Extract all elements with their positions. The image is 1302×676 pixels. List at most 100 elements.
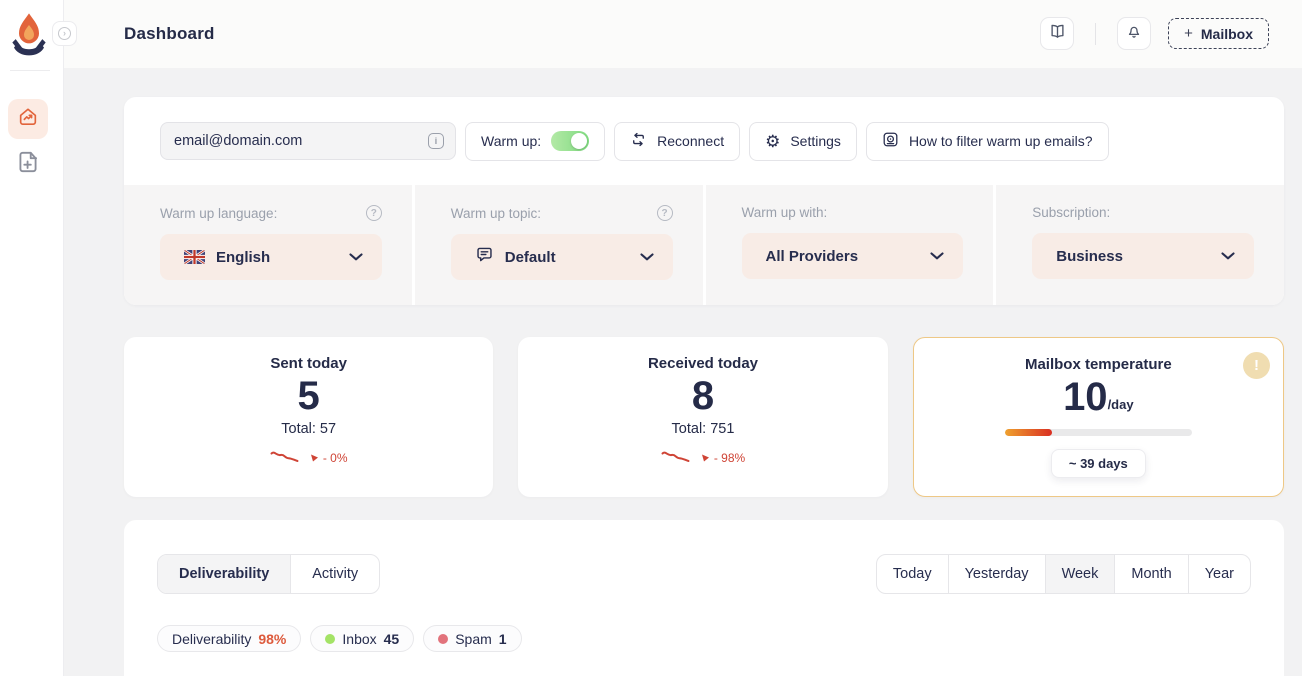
tab-deliverability[interactable]: Deliverability bbox=[158, 555, 292, 593]
sent-today-title: Sent today bbox=[270, 355, 347, 372]
sent-today-card: Sent today 5 Total: 57 - 0% bbox=[124, 337, 494, 497]
chat-bubble-icon bbox=[475, 245, 494, 269]
inbox-dot-icon bbox=[325, 633, 336, 644]
arrow-down-right-icon bbox=[310, 451, 319, 465]
page-title: Dashboard bbox=[124, 24, 215, 43]
language-dropdown[interactable]: English bbox=[160, 234, 382, 280]
campfire-logo bbox=[9, 11, 49, 59]
sidebar: › bbox=[0, 0, 77, 676]
mailbox-controls-card: i Warm up: Reconnect ⚙ Se bbox=[124, 97, 1284, 305]
setting-subscription: Subscription: Business bbox=[996, 185, 1284, 305]
warning-icon[interactable]: ! bbox=[1242, 352, 1270, 379]
header-divider bbox=[1095, 22, 1097, 45]
email-field-wrap: i bbox=[160, 122, 456, 160]
chevron-down-icon bbox=[1221, 247, 1235, 265]
book-icon bbox=[1048, 22, 1067, 46]
received-today-title: Received today bbox=[647, 355, 759, 372]
inbox-chip[interactable]: Inbox 45 bbox=[310, 625, 415, 652]
sent-today-value: 5 bbox=[297, 374, 320, 418]
settings-label: Settings bbox=[790, 133, 841, 149]
warm-up-topic-label: Warm up topic: bbox=[450, 205, 542, 221]
legend-chips: Deliverability 98% Inbox 45 Spam 1 bbox=[157, 625, 1251, 652]
received-today-total: Total: 751 bbox=[671, 421, 735, 437]
report-tabs: Deliverability Activity bbox=[157, 554, 381, 594]
warm-up-language-label: Warm up language: bbox=[160, 205, 278, 221]
filter-help-button[interactable]: How to filter warm up emails? bbox=[865, 121, 1109, 161]
spam-chip-label: Spam bbox=[455, 630, 492, 647]
setting-warm-up-topic: Warm up topic: ? Default bbox=[414, 185, 703, 305]
main-content: i Warm up: Reconnect ⚙ Se bbox=[64, 68, 1302, 676]
tab-activity[interactable]: Activity bbox=[312, 566, 359, 582]
sparkline-down-icon bbox=[270, 448, 306, 467]
received-trend-value: - 98% bbox=[713, 450, 746, 465]
filter-help-label: How to filter warm up emails? bbox=[908, 133, 1093, 149]
subscription-dropdown[interactable]: Business bbox=[1032, 233, 1254, 279]
email-field[interactable] bbox=[174, 133, 428, 149]
temperature-value: 10 bbox=[1063, 375, 1108, 419]
language-value: English bbox=[216, 248, 271, 266]
uk-flag-icon bbox=[184, 250, 205, 264]
notifications-button[interactable] bbox=[1117, 17, 1152, 50]
add-mailbox-label: Mailbox bbox=[1200, 25, 1253, 42]
chevron-right-icon: › bbox=[58, 27, 71, 40]
info-icon[interactable]: i bbox=[428, 133, 444, 149]
sparkline-down-icon bbox=[661, 448, 697, 467]
reconnect-icon bbox=[630, 131, 647, 151]
sidebar-item-dashboard[interactable] bbox=[8, 99, 48, 139]
warmup-settings-row: Warm up language: ? English bbox=[124, 185, 1284, 305]
topic-value: Default bbox=[504, 248, 556, 266]
time-range-selector: Today Yesterday Week Month Year bbox=[875, 554, 1251, 594]
received-today-card: Received today 8 Total: 751 - 98% bbox=[518, 337, 888, 497]
add-mailbox-button[interactable]: + Mailbox bbox=[1168, 18, 1269, 49]
sidebar-item-add-mailbox[interactable] bbox=[14, 150, 42, 178]
range-month[interactable]: Month bbox=[1115, 555, 1189, 593]
sent-trend-value: - 0% bbox=[322, 450, 348, 465]
mailbox-toolbar: i Warm up: Reconnect ⚙ Se bbox=[124, 97, 1284, 185]
warm-up-toggle-button[interactable]: Warm up: bbox=[465, 121, 606, 161]
sidebar-divider bbox=[10, 70, 50, 71]
received-today-value: 8 bbox=[691, 374, 715, 418]
settings-button[interactable]: ⚙ Settings bbox=[749, 121, 857, 161]
spam-chip-value: 1 bbox=[498, 630, 507, 647]
spam-chip[interactable]: Spam 1 bbox=[423, 625, 522, 652]
reconnect-label: Reconnect bbox=[657, 133, 725, 149]
help-icon[interactable]: ? bbox=[656, 205, 673, 221]
stats-row: Sent today 5 Total: 57 - 0% Received tod… bbox=[124, 337, 1284, 497]
range-today[interactable]: Today bbox=[877, 555, 949, 593]
warm-up-with-label: Warm up with: bbox=[741, 205, 828, 220]
docs-button[interactable] bbox=[1040, 17, 1075, 50]
days-remaining-badge: ~ 39 days bbox=[1050, 449, 1146, 478]
providers-value: All Providers bbox=[765, 247, 859, 265]
inbox-chip-value: 45 bbox=[383, 630, 400, 647]
arrow-down-right-icon bbox=[701, 451, 710, 465]
toggle-knob bbox=[571, 133, 588, 149]
help-icon[interactable]: ? bbox=[365, 205, 382, 221]
range-year[interactable]: Year bbox=[1204, 566, 1234, 582]
mailbox-temperature-card: ! Mailbox temperature 10 /day ~ 39 days bbox=[912, 337, 1284, 497]
temperature-progress-track bbox=[1004, 429, 1192, 436]
warm-up-label: Warm up: bbox=[481, 133, 542, 149]
add-document-icon bbox=[15, 149, 41, 180]
setting-warm-up-language: Warm up language: ? English bbox=[124, 185, 412, 305]
spam-dot-icon bbox=[438, 633, 449, 644]
temperature-unit: /day bbox=[1107, 397, 1134, 412]
topic-dropdown[interactable]: Default bbox=[450, 234, 673, 280]
deliverability-chip[interactable]: Deliverability 98% bbox=[157, 625, 302, 652]
temperature-value-row: 10 /day bbox=[1063, 373, 1134, 420]
received-trend: - 98% bbox=[661, 448, 745, 467]
sent-trend: - 0% bbox=[270, 448, 348, 467]
range-yesterday[interactable]: Yesterday bbox=[949, 555, 1046, 593]
inbox-chip-label: Inbox bbox=[342, 630, 377, 647]
bell-icon bbox=[1125, 22, 1143, 45]
sidebar-collapse-button[interactable]: › bbox=[52, 21, 77, 46]
providers-dropdown[interactable]: All Providers bbox=[741, 233, 964, 279]
range-week[interactable]: Week bbox=[1045, 555, 1116, 593]
plus-icon: + bbox=[1184, 25, 1193, 42]
reconnect-button[interactable]: Reconnect bbox=[614, 121, 741, 161]
header-actions: + Mailbox bbox=[1040, 17, 1269, 50]
report-panel: Deliverability Activity Today Yesterday … bbox=[124, 520, 1284, 676]
temperature-title: Mailbox temperature bbox=[1024, 356, 1172, 373]
setting-warm-up-with: Warm up with: All Providers bbox=[705, 185, 994, 305]
chevron-down-icon bbox=[930, 247, 944, 265]
warm-up-toggle[interactable] bbox=[551, 131, 590, 151]
